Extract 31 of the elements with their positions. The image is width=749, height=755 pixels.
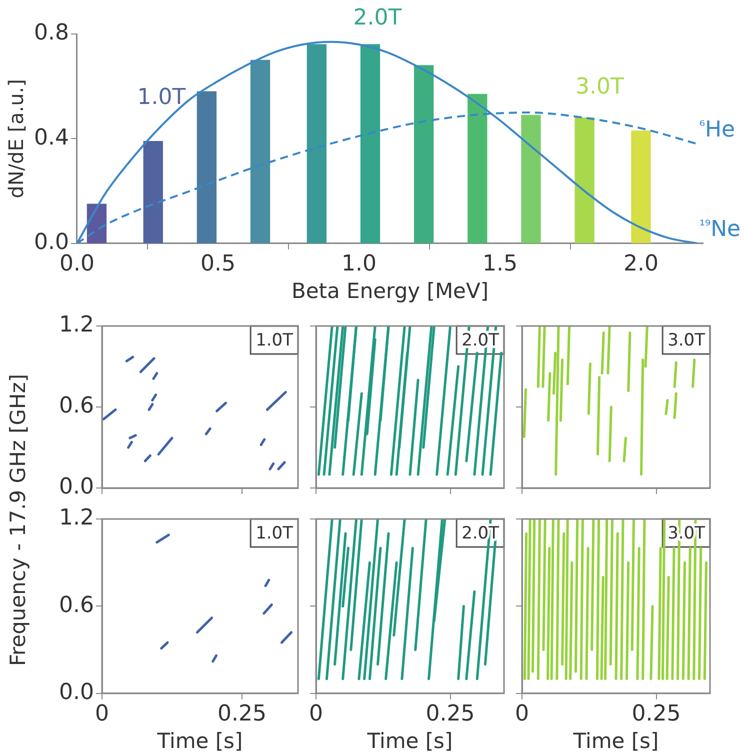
x-tick-label: 0.25 — [218, 701, 266, 726]
x-axis-title: Time [s] — [572, 728, 659, 753]
y-axis-title: dN/dE [a.u.] — [4, 79, 28, 198]
y-tick-label: 0.0 — [59, 474, 94, 500]
x-tick-label: 0 — [309, 701, 323, 726]
y-tick-label: 1.2 — [59, 506, 94, 531]
y-tick-label: 1.2 — [59, 312, 94, 338]
annotation: 1.0T — [256, 523, 294, 544]
annotation: 1.0T — [137, 85, 186, 110]
x-axis-title: Beta Energy [MeV] — [291, 278, 489, 303]
annotation: 1.0T — [256, 330, 294, 350]
y-tick-label: 0.6 — [59, 592, 94, 618]
x-axis-title: Time [s] — [156, 728, 243, 753]
x-axis-title: Time [s] — [366, 728, 453, 753]
x-tick-label: 0.25 — [426, 701, 475, 726]
x-tick-label: 0.25 — [632, 701, 681, 726]
x-tick-label: 1.5 — [482, 251, 518, 276]
x-tick-label: 0.5 — [200, 251, 236, 276]
text: 2.0T — [353, 6, 402, 31]
x-tick-label: 0 — [95, 701, 109, 726]
y-tick-label: 0.0 — [34, 230, 69, 256]
y-tick-label: 0.8 — [34, 20, 69, 46]
y-tick-label: 0.0 — [59, 680, 94, 706]
x-tick-label: 2.0 — [623, 251, 658, 276]
y-tick-label: 0.6 — [59, 394, 94, 419]
annotation: 3.0T — [575, 74, 624, 100]
x-tick-label: 1.0 — [341, 251, 376, 276]
x-tick-label: 0 — [515, 701, 529, 726]
y-tick-label: 0.4 — [34, 125, 69, 150]
y-axis-title: Frequency - 17.9 GHz [GHz] — [6, 374, 30, 666]
annotation: 3.0T — [668, 330, 706, 350]
